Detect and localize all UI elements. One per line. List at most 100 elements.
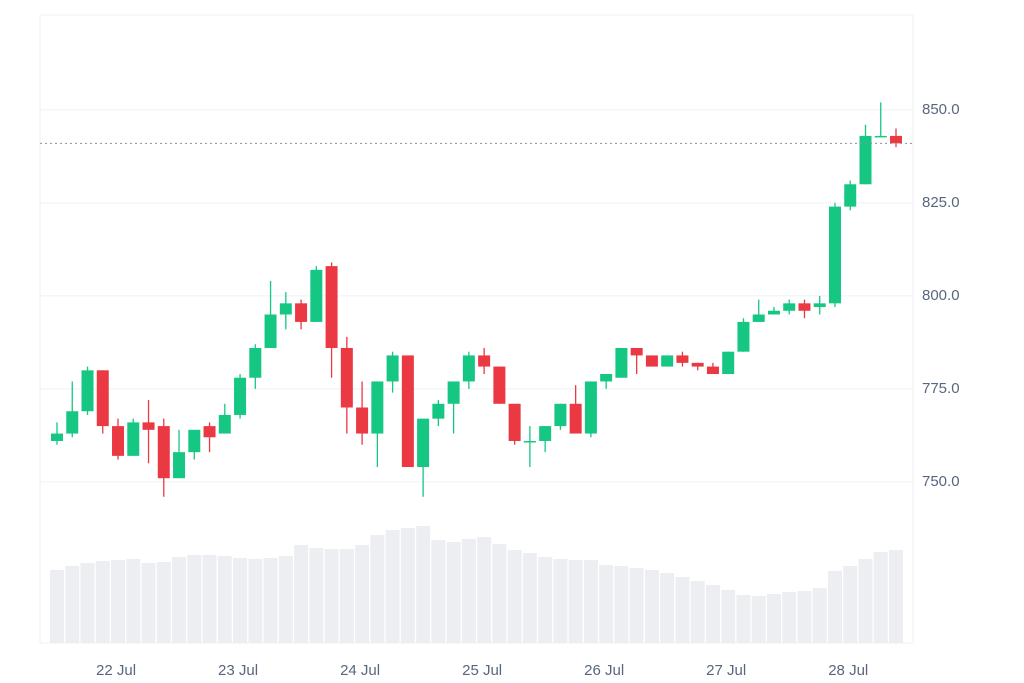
candle-body	[325, 266, 338, 348]
candle-body	[600, 374, 613, 382]
volume-bar	[309, 548, 324, 643]
volume-bar	[324, 549, 339, 643]
volume-bar	[278, 556, 293, 643]
volume-bar	[65, 566, 80, 643]
candle-body	[554, 403, 567, 427]
candle-body	[859, 135, 872, 185]
candle-body	[66, 411, 79, 434]
candle-body	[340, 347, 353, 408]
volume-bar	[507, 550, 522, 643]
x-tick-label: 27 Jul	[706, 662, 746, 679]
volume-bar	[217, 556, 232, 643]
volume-bar	[736, 595, 751, 643]
candle-body	[264, 314, 277, 348]
volume-bar	[400, 528, 415, 643]
candle-body	[569, 403, 582, 434]
volume-bar	[95, 561, 110, 643]
volume-bar	[385, 530, 400, 643]
candle-body	[218, 414, 231, 434]
volume-bar	[538, 557, 553, 643]
candle-body	[432, 403, 445, 419]
volume-bar	[599, 565, 614, 643]
volume-bar	[156, 562, 171, 643]
x-tick-label: 28 Jul	[828, 662, 868, 679]
volume-bar	[721, 590, 736, 643]
volume-bar	[751, 596, 766, 643]
candle-body	[157, 426, 170, 479]
volume-bar	[202, 555, 217, 643]
candle-body	[173, 452, 186, 479]
volume-bar	[675, 577, 690, 643]
candle-body	[249, 347, 262, 378]
candle-body	[523, 440, 536, 443]
candle-body	[813, 303, 826, 308]
candle-body	[462, 355, 475, 382]
candle-body	[828, 206, 841, 304]
volume-bar	[644, 570, 659, 643]
candle-body	[371, 381, 384, 434]
y-tick-label: 825.0	[922, 194, 960, 211]
volume-bar	[187, 555, 202, 643]
volume-bar	[660, 573, 675, 643]
x-tick-label: 22 Jul	[96, 662, 136, 679]
volume-bar	[416, 526, 431, 643]
candle-body	[478, 355, 491, 367]
candle-body	[295, 303, 308, 322]
candle-body	[96, 370, 109, 427]
candle-body	[417, 418, 430, 468]
candle-body	[767, 310, 780, 315]
candle-body	[783, 303, 796, 311]
volume-bar	[294, 545, 309, 643]
volume-bar	[111, 560, 126, 643]
volume-bar	[461, 539, 476, 643]
candle-body	[310, 269, 323, 322]
candle-body	[234, 377, 247, 415]
volume-bar	[690, 581, 705, 643]
volume-bar	[629, 568, 644, 643]
candle-body	[188, 429, 201, 453]
volume-bar	[431, 540, 446, 643]
x-tick-label: 23 Jul	[218, 662, 258, 679]
volume-bar	[522, 553, 537, 643]
volume-bar	[172, 557, 187, 643]
y-tick-label: 775.0	[922, 380, 960, 397]
volume-bar	[889, 550, 903, 643]
volume-bar	[80, 563, 95, 643]
candle-body	[691, 362, 704, 367]
candle-body	[279, 303, 292, 315]
candle-body	[142, 422, 155, 430]
volume-bar	[812, 588, 827, 643]
x-tick-label: 24 Jul	[340, 662, 380, 679]
volume-bar	[446, 542, 461, 643]
candle-body	[51, 433, 63, 441]
volume-bar	[248, 559, 263, 643]
candle-body	[661, 355, 674, 367]
candle-body	[203, 426, 216, 438]
candle-body	[356, 407, 369, 434]
candle-body	[844, 184, 857, 207]
y-tick-label: 850.0	[922, 101, 960, 118]
candle-body	[706, 366, 719, 375]
volume-bar	[370, 535, 385, 643]
candle-body	[874, 135, 887, 138]
volume-bar	[263, 558, 278, 643]
volume-bar	[583, 560, 598, 643]
volume-bar	[782, 592, 797, 643]
candle-body	[630, 347, 643, 356]
volume-bar	[492, 544, 507, 643]
volume-bar	[858, 559, 873, 643]
volume-bar	[477, 537, 492, 643]
candle-body	[752, 314, 765, 322]
volume-bar	[339, 549, 354, 643]
volume-bar	[553, 559, 568, 643]
candle-body	[615, 347, 628, 378]
candle-body	[584, 381, 597, 434]
candle-body	[737, 321, 750, 352]
volume-bar	[873, 552, 888, 643]
volume-bar	[614, 566, 629, 643]
x-tick-label: 26 Jul	[584, 662, 624, 679]
volume-bar	[233, 558, 248, 643]
volume-bar	[766, 594, 781, 643]
